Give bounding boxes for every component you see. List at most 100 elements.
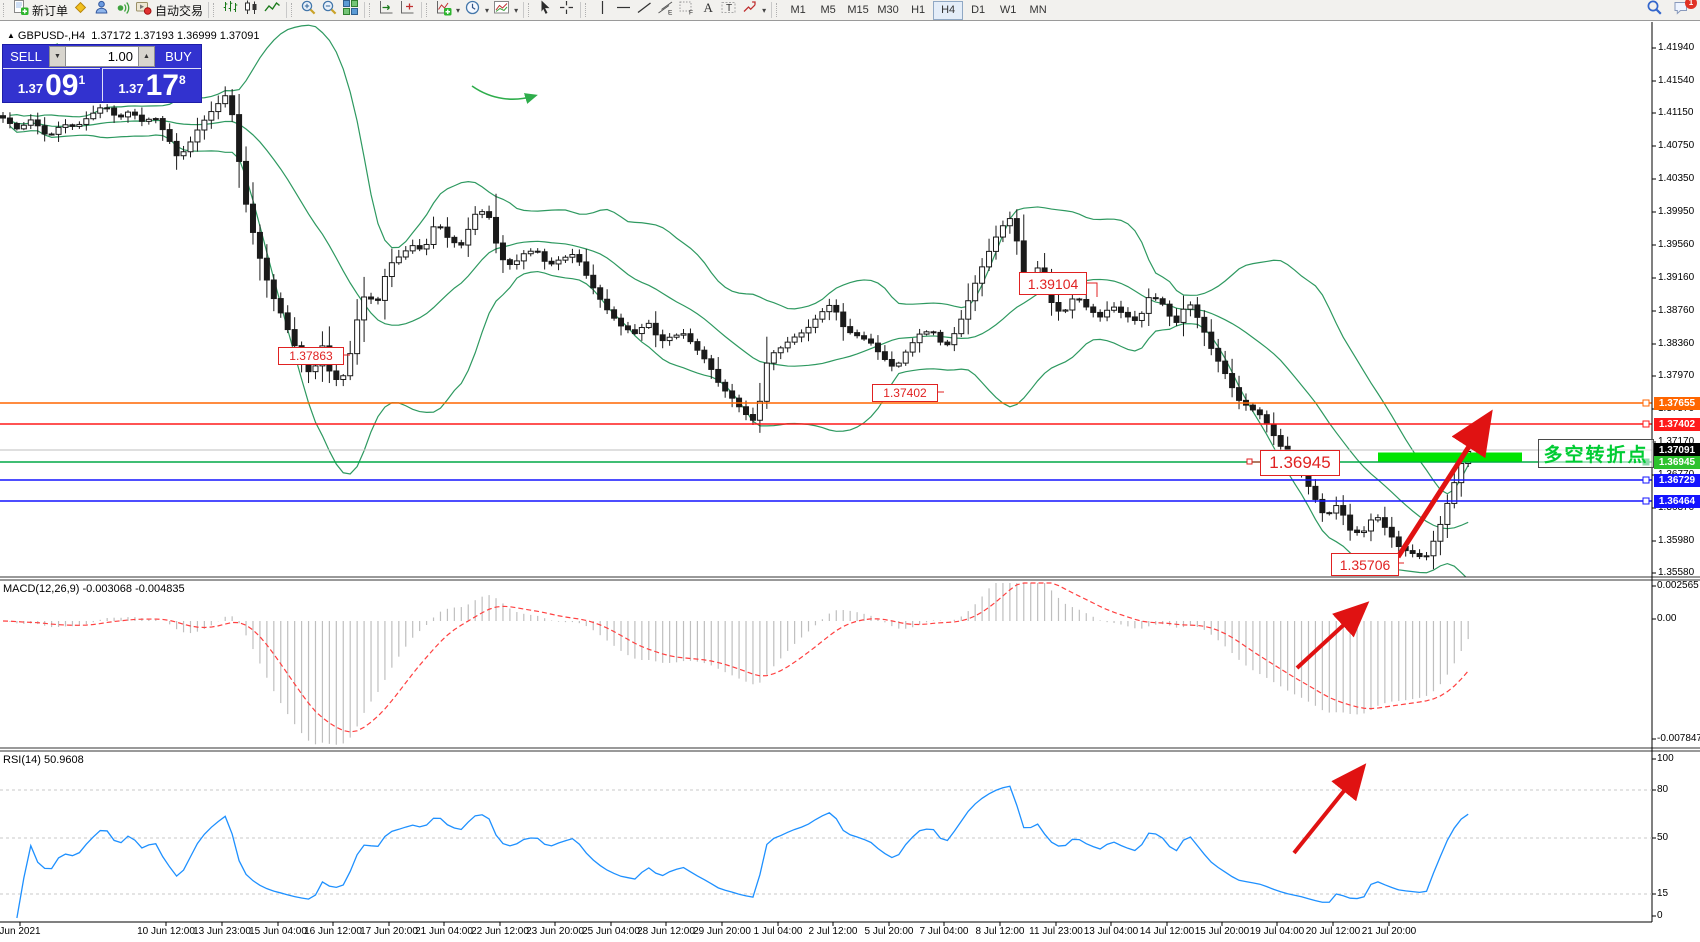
- sell-price-sup: 1: [78, 73, 86, 87]
- crosshair-button[interactable]: [556, 1, 577, 20]
- rsi-line: [16, 785, 1469, 919]
- zoom-out-button[interactable]: [319, 0, 340, 20]
- time-axis-label: 1 Jul 04:00: [753, 926, 803, 937]
- sell-price-button[interactable]: 1.37 09 1: [3, 68, 100, 101]
- price-axis-tick: 1.41940: [1658, 42, 1695, 53]
- timeframe-button-m30[interactable]: M30: [877, 4, 899, 16]
- price-axis-tick: 1.35980: [1658, 535, 1695, 546]
- rsi-trend-arrow: [1292, 763, 1367, 855]
- search-button[interactable]: [1644, 0, 1665, 21]
- chevron-down-icon[interactable]: ▾: [456, 5, 461, 15]
- label-button[interactable]: T: [718, 1, 739, 20]
- profile-button[interactable]: [91, 0, 112, 21]
- autotrading-button[interactable]: 自动交易: [133, 1, 205, 20]
- time-axis-label: 8 Jul 12:00: [975, 926, 1025, 937]
- trendline-button[interactable]: [634, 1, 655, 20]
- templates-button[interactable]: ▾: [491, 1, 520, 20]
- price-tag-1.37655: 1.37655: [1654, 396, 1700, 410]
- time-axis-label: Jun 2021: [0, 926, 41, 937]
- time-axis-label: 5 Jul 20:00: [864, 926, 914, 937]
- time-axis-label: 23 Jun 20:00: [526, 926, 584, 937]
- price-callout-1.37863: 1.37863: [278, 347, 344, 365]
- buy-price-button[interactable]: 1.37 17 8: [102, 68, 201, 101]
- bollinger-middle: [9, 119, 1469, 530]
- time-axis-label: 16 Jun 12:00: [304, 926, 362, 937]
- toolbar-group-handle: [369, 3, 373, 17]
- vertical-line-button[interactable]: [592, 1, 613, 20]
- cursor-icon: [537, 0, 554, 21]
- toolbar-right-group: 1: [1644, 0, 1698, 21]
- sell-button[interactable]: SELL: [10, 48, 42, 64]
- cursor-button[interactable]: [535, 0, 556, 21]
- auto-scroll-button[interactable]: [376, 1, 397, 20]
- time-axis-label: 15 Jul 20:00: [1194, 926, 1250, 937]
- bollinger-bands: [9, 24, 1469, 577]
- line-chart-button[interactable]: [262, 1, 283, 20]
- zoom-in-button[interactable]: [298, 0, 319, 20]
- collapse-triangle-icon[interactable]: ▲: [7, 31, 15, 40]
- periods-button[interactable]: ▾: [462, 0, 491, 21]
- timeframe-button-m5[interactable]: M5: [820, 4, 836, 16]
- bar-chart-button[interactable]: [220, 1, 241, 20]
- timeframe-button-mn[interactable]: MN: [1029, 4, 1047, 16]
- timeframe-button-h4[interactable]: H4: [933, 0, 964, 20]
- channel-button[interactable]: E: [655, 1, 676, 20]
- templates-icon: [493, 0, 510, 21]
- chevron-down-icon[interactable]: ▾: [485, 5, 490, 15]
- price-axis-tick: 1.36370: [1658, 502, 1695, 513]
- toolbar-group-handle: [3, 3, 7, 17]
- volume-decrease-button[interactable]: ▼: [49, 46, 66, 67]
- candlestick-chart-icon: [243, 0, 260, 21]
- trade-panel-header-row: SELL ▼ 1.00 ▲ BUY: [3, 45, 201, 68]
- periods-icon: [464, 0, 481, 21]
- search-icon: [1646, 0, 1663, 21]
- chart-surface[interactable]: [0, 22, 1700, 942]
- auto-scroll-icon: [378, 0, 395, 21]
- one-click-trading-panel: SELL ▼ 1.00 ▲ BUY 1.37 09 1 1.37 17 8: [2, 44, 202, 103]
- timeframe-button-m1[interactable]: M1: [790, 4, 806, 16]
- text-button[interactable]: A: [697, 0, 718, 20]
- time-axis-label: 22 Jun 12:00: [471, 926, 529, 937]
- chart-overlay: 1.37655 1.37402 1.37091 1.36945 1.36729 1.364…: [0, 22, 1700, 942]
- timeframe-button-m15[interactable]: M15: [847, 4, 869, 16]
- new-order-button[interactable]: 新订单: [10, 0, 70, 21]
- price-callout-1.39104: 1.39104: [1019, 272, 1087, 295]
- level-anchor: [1642, 399, 1650, 407]
- macd-histogram: [9, 583, 1469, 745]
- shift-chart-icon: [399, 0, 416, 21]
- community-button[interactable]: [70, 1, 91, 20]
- svg-text:E: E: [668, 10, 673, 17]
- timeframe-button-h1[interactable]: H1: [911, 4, 926, 16]
- channel-icon: E: [657, 0, 674, 21]
- shift-chart-button[interactable]: [397, 1, 418, 20]
- tile-windows-button[interactable]: [340, 0, 361, 20]
- bar-chart-icon: [222, 0, 239, 21]
- toolbar-separator: [286, 2, 288, 18]
- rsi-scale-label: 0: [1657, 910, 1663, 921]
- new-order-icon: [12, 0, 29, 21]
- timeframe-button-w1[interactable]: W1: [999, 4, 1017, 16]
- news-button[interactable]: [112, 1, 133, 20]
- main-toolbar: 新订单 自动交易 ▾ ▾ ▾ E F A T ▾ M1 M5 M15 M30 H1 H4 D1 W1 MN 1: [0, 0, 1700, 21]
- chevron-down-icon[interactable]: ▾: [762, 5, 767, 15]
- indicators-button[interactable]: ▾: [433, 1, 462, 20]
- symbol-header: ▲ GBPUSD-,H4 1.37172 1.37193 1.36999 1.37…: [7, 30, 260, 42]
- timeframe-button-d1[interactable]: D1: [971, 4, 986, 16]
- buy-button[interactable]: BUY: [165, 48, 192, 64]
- chevron-down-icon[interactable]: ▾: [514, 5, 519, 15]
- price-axis-tick: 1.38760: [1658, 305, 1695, 316]
- fibonacci-button[interactable]: F: [676, 1, 697, 20]
- volume-increase-button[interactable]: ▲: [138, 46, 155, 67]
- time-axis-label: 11 Jul 23:00: [1029, 926, 1083, 937]
- horizontal-line-button[interactable]: [613, 1, 634, 20]
- profile-icon: [93, 0, 110, 21]
- price-tag-1.36464: 1.36464: [1654, 494, 1700, 508]
- price-axis-tick: 1.41150: [1658, 107, 1694, 118]
- arrows-button[interactable]: ▾: [739, 1, 768, 20]
- price-axis-tick: 1.35580: [1658, 567, 1695, 578]
- notifications-button[interactable]: 1: [1671, 0, 1697, 20]
- time-axis-label: 14 Jul 12:00: [1139, 926, 1195, 937]
- candlestick-chart-button[interactable]: [241, 0, 262, 21]
- level-anchor: [1642, 476, 1650, 484]
- volume-input[interactable]: 1.00: [66, 46, 138, 67]
